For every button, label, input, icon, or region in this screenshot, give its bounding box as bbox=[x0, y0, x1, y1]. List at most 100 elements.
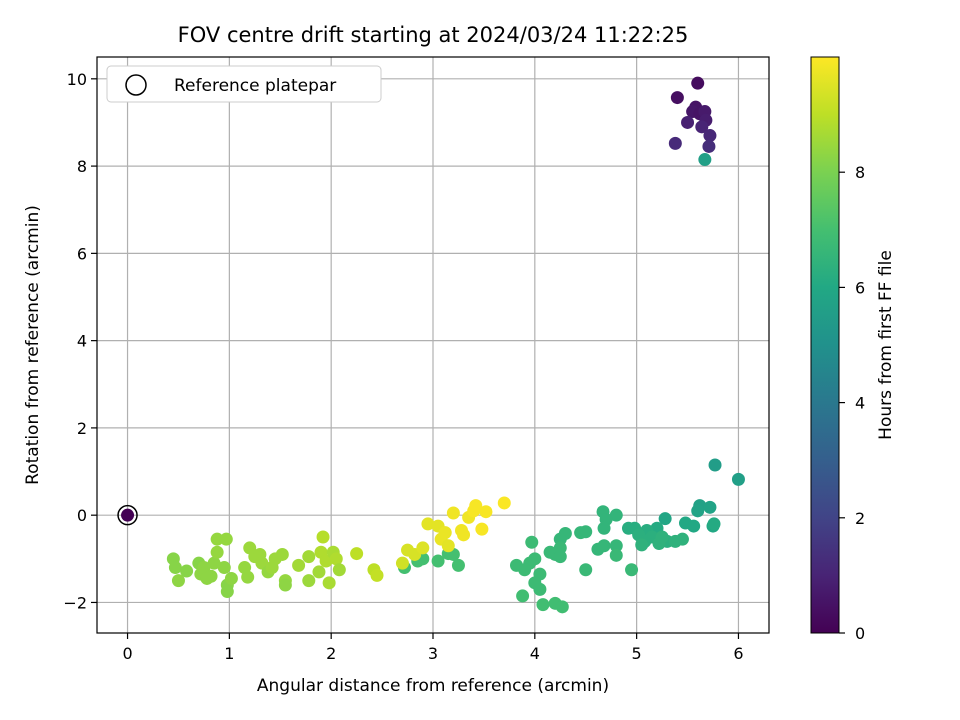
x-tick-label: 5 bbox=[632, 644, 642, 663]
data-point bbox=[322, 576, 336, 590]
data-point bbox=[555, 600, 569, 614]
data-points bbox=[117, 76, 745, 614]
data-point bbox=[525, 535, 539, 549]
x-tick-label: 4 bbox=[530, 644, 540, 663]
y-tick-label: 10 bbox=[67, 70, 87, 89]
data-point bbox=[275, 547, 289, 561]
data-point bbox=[691, 504, 705, 518]
y-tick-label: 6 bbox=[77, 244, 87, 263]
data-point bbox=[302, 574, 316, 588]
y-axis-ticks: −2 0 2 4 6 8 10 bbox=[63, 70, 97, 612]
chart-title: FOV centre drift starting at 2024/03/24 … bbox=[178, 23, 689, 47]
x-axis-label: Angular distance from reference (arcmin) bbox=[257, 676, 609, 696]
colorbar-ticks: 0 2 4 6 8 bbox=[839, 163, 865, 643]
data-point bbox=[703, 500, 717, 514]
data-point bbox=[731, 472, 745, 486]
data-point bbox=[332, 563, 346, 577]
colorbar-tick-label: 8 bbox=[855, 163, 865, 182]
data-point bbox=[219, 532, 233, 546]
data-point bbox=[597, 521, 611, 535]
data-point bbox=[416, 541, 430, 555]
data-point bbox=[370, 568, 384, 582]
data-point bbox=[171, 574, 185, 588]
x-tick-label: 0 bbox=[122, 644, 132, 663]
data-point bbox=[668, 534, 682, 548]
data-point bbox=[691, 76, 705, 90]
data-point bbox=[591, 542, 605, 556]
x-tick-label: 6 bbox=[733, 644, 743, 663]
data-point bbox=[670, 91, 684, 105]
data-point bbox=[446, 506, 460, 520]
data-point bbox=[329, 552, 343, 566]
y-axis-label: Rotation from reference (arcmin) bbox=[23, 205, 43, 485]
data-point bbox=[438, 526, 452, 540]
data-point bbox=[475, 522, 489, 536]
data-point bbox=[469, 499, 483, 513]
y-tick-label: 4 bbox=[77, 332, 87, 351]
data-point bbox=[698, 153, 712, 167]
data-point bbox=[302, 550, 316, 564]
data-point bbox=[609, 548, 623, 562]
data-point bbox=[635, 538, 649, 552]
data-point bbox=[695, 120, 709, 134]
reference-marker-ring bbox=[117, 504, 138, 526]
data-point bbox=[658, 512, 672, 526]
data-point bbox=[497, 496, 511, 510]
data-point bbox=[312, 565, 326, 579]
data-point bbox=[621, 521, 635, 535]
data-point bbox=[168, 561, 182, 575]
data-point bbox=[204, 569, 218, 583]
x-tick-label: 3 bbox=[428, 644, 438, 663]
y-tick-label: −2 bbox=[63, 593, 87, 612]
legend-box bbox=[106, 65, 382, 103]
data-point bbox=[421, 517, 435, 531]
data-point bbox=[518, 563, 532, 577]
data-point bbox=[319, 554, 333, 568]
data-point bbox=[224, 571, 238, 585]
data-point bbox=[457, 528, 471, 542]
data-point bbox=[574, 526, 588, 540]
data-point bbox=[708, 458, 722, 472]
data-point bbox=[516, 589, 530, 603]
colorbar-tick-label: 2 bbox=[855, 509, 865, 528]
colorbar: 0 2 4 6 8 Hours from first FF file bbox=[810, 56, 896, 643]
legend-marker-reference bbox=[125, 74, 147, 96]
data-point bbox=[702, 139, 716, 153]
data-point bbox=[441, 539, 455, 553]
data-point bbox=[220, 585, 234, 599]
reference-point bbox=[121, 508, 135, 522]
data-point bbox=[579, 563, 593, 577]
data-point bbox=[533, 582, 547, 596]
data-point bbox=[703, 129, 717, 143]
data-point bbox=[431, 554, 445, 568]
data-point bbox=[687, 519, 701, 533]
data-point bbox=[707, 517, 721, 531]
data-point bbox=[451, 558, 465, 572]
colorbar-gradient bbox=[810, 56, 840, 634]
data-point bbox=[210, 545, 224, 559]
data-point bbox=[668, 136, 682, 150]
data-point bbox=[681, 115, 695, 129]
x-axis-ticks: 0 1 2 3 4 5 6 bbox=[122, 633, 744, 663]
colorbar-tick-label: 0 bbox=[855, 624, 865, 643]
colorbar-tick-label: 6 bbox=[855, 278, 865, 297]
data-point bbox=[241, 570, 255, 584]
data-point bbox=[655, 530, 669, 544]
y-tick-label: 2 bbox=[77, 419, 87, 438]
x-tick-label: 1 bbox=[224, 644, 234, 663]
legend: Reference platepar bbox=[106, 65, 382, 103]
data-point bbox=[395, 556, 409, 570]
plot-frame bbox=[96, 56, 770, 634]
data-point bbox=[536, 598, 550, 612]
data-point bbox=[292, 558, 306, 572]
data-point bbox=[609, 508, 623, 522]
data-point bbox=[278, 578, 292, 592]
legend-entry-reference-platepar: Reference platepar bbox=[174, 76, 336, 96]
data-point bbox=[316, 530, 330, 544]
colorbar-tick-label: 4 bbox=[855, 394, 865, 413]
data-point bbox=[609, 539, 623, 553]
colorbar-label: Hours from first FF file bbox=[876, 250, 896, 440]
data-point bbox=[350, 547, 364, 561]
y-tick-label: 8 bbox=[77, 157, 87, 176]
